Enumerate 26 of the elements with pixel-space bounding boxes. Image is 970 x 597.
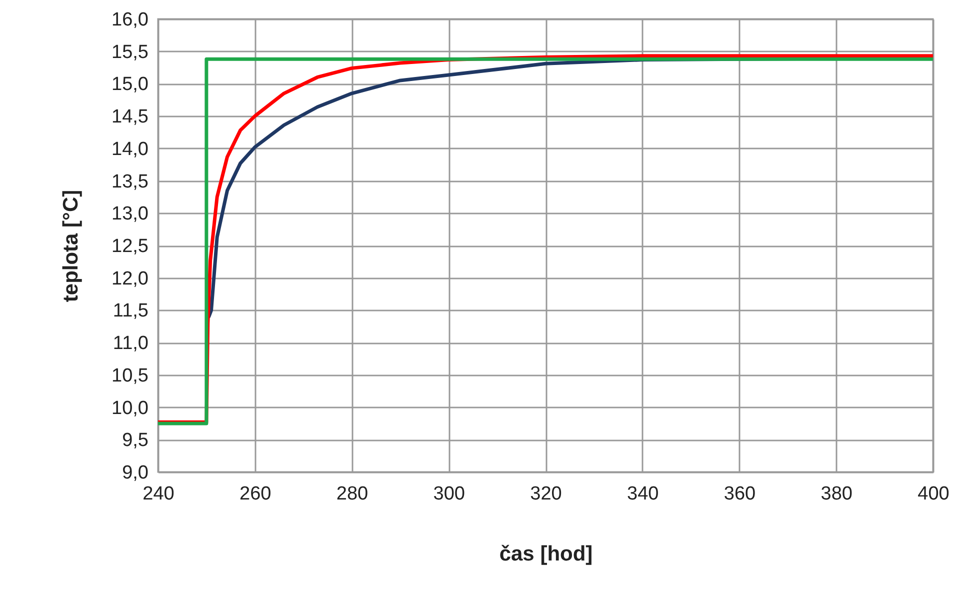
x-tick-label: 340 [627,484,659,504]
y-tick-label: 9,5 [122,430,148,452]
y-tick-label: 11,5 [112,300,148,322]
x-tick-label: 280 [336,484,368,504]
y-axis-title: teplota [°C] [60,190,83,302]
y-tick-label: 14,0 [112,138,148,160]
x-axis-title: čas [hod] [499,542,593,566]
y-tick-label: 10,5 [112,365,148,386]
x-tick-label: 400 [918,484,950,504]
y-tick-label: 9,0 [122,462,148,484]
y-tick-label: 14,5 [112,106,148,128]
x-tick-label: 300 [433,484,465,504]
y-tick-label: 12,5 [112,236,148,257]
y-tick-label: 13,0 [112,204,148,225]
y-tick-label: 15,5 [112,42,148,63]
y-tick-label: 13,5 [112,171,148,192]
x-tick-label: 320 [530,484,562,504]
y-tick-label: 11,0 [112,333,148,354]
y-tick-label: 16,0 [112,10,148,30]
y-tick-label: 10,0 [112,398,148,419]
x-tick-label: 360 [724,484,756,504]
x-tick-label: 380 [820,484,852,504]
x-tick-label: 260 [240,484,272,504]
y-tick-label: 15,0 [112,74,148,96]
y-tick-label: 12,0 [112,268,148,290]
x-tick-label: 240 [142,484,174,504]
